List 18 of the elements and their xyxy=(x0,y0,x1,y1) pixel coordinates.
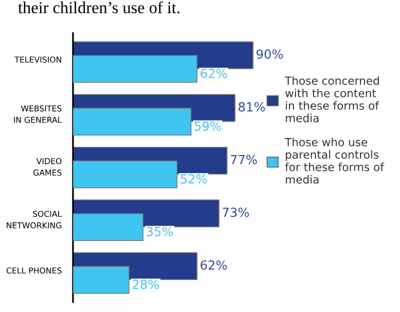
data-label: 77% xyxy=(230,154,257,164)
y-tick-label: WEBSITES IN GENERAL xyxy=(14,105,62,123)
y-tick-label: SOCIAL NETWORKING xyxy=(6,210,62,228)
data-label: 35% xyxy=(146,226,173,236)
legend-label: Those who use parental controls for these forms of media xyxy=(284,138,384,184)
data-label: 62% xyxy=(200,68,227,78)
data-label: 28% xyxy=(132,280,159,290)
data-label: 81% xyxy=(238,102,265,112)
data-label: 59% xyxy=(194,121,221,131)
y-tick-label: CELL PHONES xyxy=(6,267,62,274)
data-label: 62% xyxy=(200,260,227,270)
y-tick-label: TELEVISION xyxy=(14,56,62,63)
data-label: 73% xyxy=(222,208,249,218)
data-label: 90% xyxy=(256,49,283,59)
data-label: 52% xyxy=(180,174,207,184)
chart-title: their children’s use of it. xyxy=(18,1,180,14)
y-tick-label: VIDEO GAMES xyxy=(33,158,62,176)
legend-label: Those concerned with the content in these forms of media xyxy=(284,76,380,122)
